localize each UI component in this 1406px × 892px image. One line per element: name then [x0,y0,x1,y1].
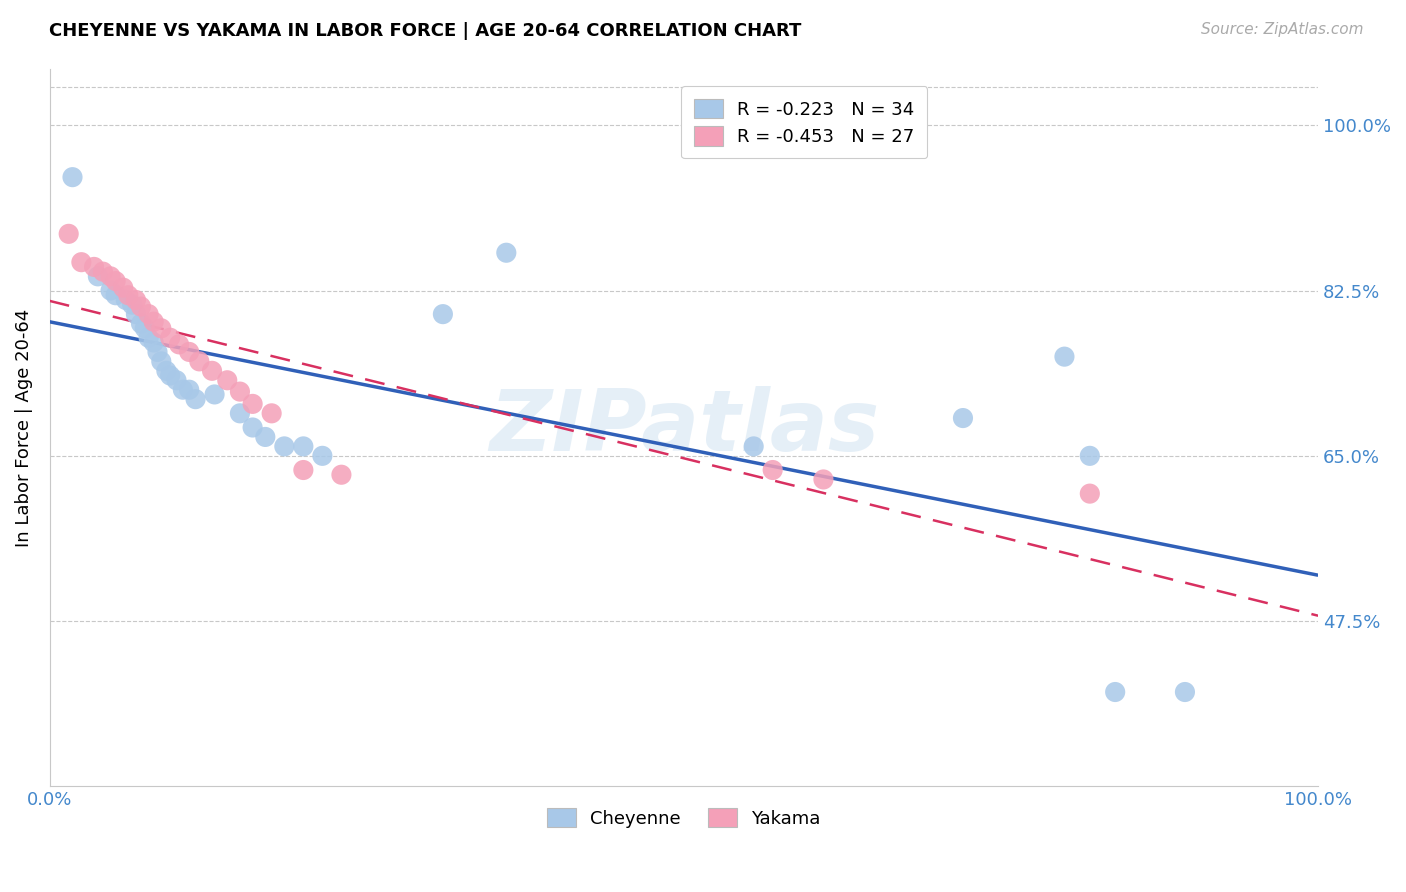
Point [311,449,333,463]
Point [762,463,785,477]
Point [1174,685,1197,699]
Point [179,383,201,397]
Text: CHEYENNE VS YAKAMA IN LABOR FORCE | AGE 20-64 CORRELATION CHART: CHEYENNE VS YAKAMA IN LABOR FORCE | AGE … [49,22,801,40]
Point [112,281,135,295]
Point [217,373,239,387]
Point [201,364,224,378]
Point [91,265,114,279]
Y-axis label: In Labor Force | Age 20-64: In Labor Force | Age 20-64 [15,309,32,547]
Point [121,298,143,312]
Point [1078,486,1101,500]
Point [100,269,122,284]
Text: Source: ZipAtlas.com: Source: ZipAtlas.com [1201,22,1364,37]
Point [125,307,148,321]
Point [70,255,93,269]
Point [1053,350,1076,364]
Point [273,439,295,453]
Point [495,245,517,260]
Point [159,331,181,345]
Point [125,293,148,307]
Point [229,406,252,420]
Point [87,269,110,284]
Point [83,260,105,274]
Point [129,317,152,331]
Point [292,439,315,453]
Point [188,354,211,368]
Point [813,473,835,487]
Point [432,307,454,321]
Point [138,307,160,321]
Point [150,321,173,335]
Point [229,384,252,399]
Point [242,397,264,411]
Point [1078,449,1101,463]
Point [330,467,353,482]
Point [142,315,165,329]
Point [260,406,283,420]
Point [167,337,190,351]
Point [114,293,136,307]
Point [254,430,277,444]
Point [166,373,188,387]
Point [62,170,84,185]
Point [104,288,127,302]
Legend: Cheyenne, Yakama: Cheyenne, Yakama [540,800,828,835]
Point [179,345,201,359]
Point [184,392,207,406]
Text: ZIPatlas: ZIPatlas [489,386,879,469]
Point [150,354,173,368]
Point [242,420,264,434]
Point [172,383,194,397]
Point [952,411,974,425]
Point [58,227,80,241]
Point [142,335,165,350]
Point [138,331,160,345]
Point [104,274,127,288]
Point [100,284,122,298]
Point [146,345,169,359]
Point [292,463,315,477]
Point [134,321,156,335]
Point [159,368,181,383]
Point [117,288,139,302]
Point [1104,685,1126,699]
Point [155,364,177,378]
Point [204,387,226,401]
Point [129,300,152,314]
Point [742,439,765,453]
